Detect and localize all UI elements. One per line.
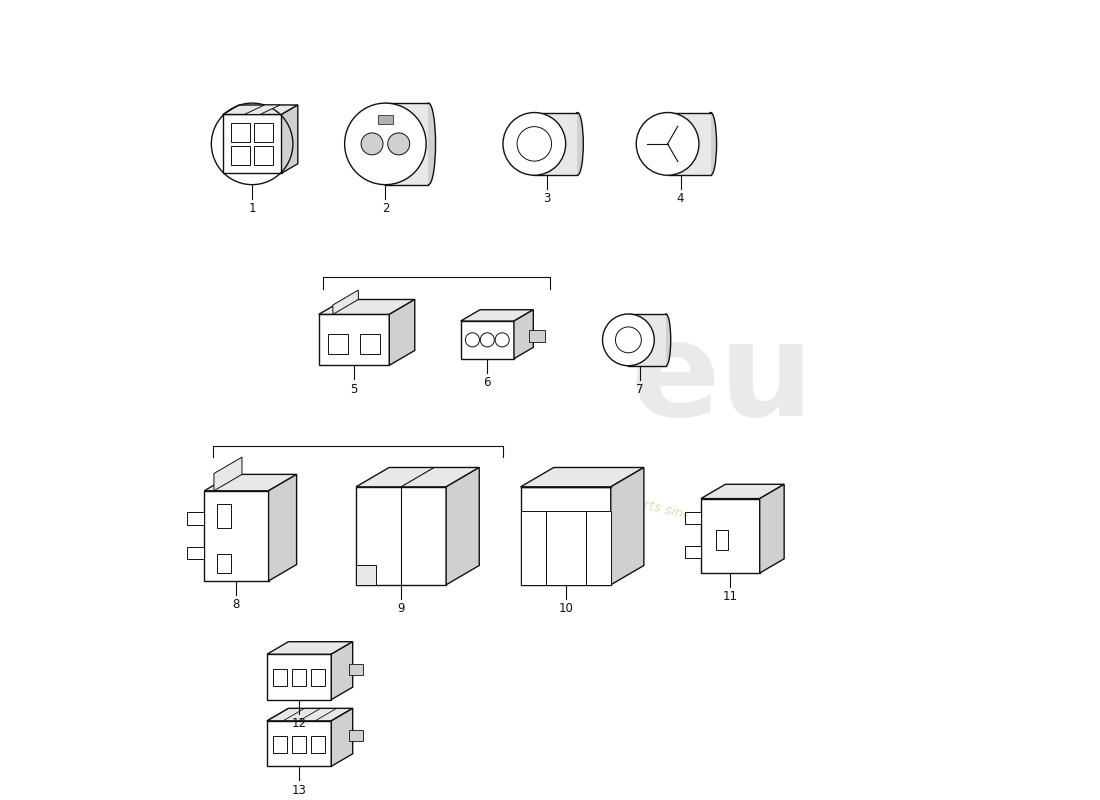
Polygon shape xyxy=(514,310,534,358)
Bar xyxy=(385,103,429,185)
Text: 6: 6 xyxy=(484,376,491,389)
Polygon shape xyxy=(267,654,331,700)
Polygon shape xyxy=(331,642,353,700)
Bar xyxy=(628,314,666,366)
Polygon shape xyxy=(267,642,353,654)
Polygon shape xyxy=(319,314,389,366)
Bar xyxy=(254,146,273,165)
Polygon shape xyxy=(389,299,415,366)
Text: 10: 10 xyxy=(558,602,573,615)
Polygon shape xyxy=(213,457,242,490)
Text: 13: 13 xyxy=(292,783,307,797)
Bar xyxy=(349,664,363,674)
Polygon shape xyxy=(222,105,298,114)
Bar xyxy=(187,547,205,559)
Polygon shape xyxy=(356,566,375,585)
Polygon shape xyxy=(356,487,447,585)
Circle shape xyxy=(344,103,426,185)
Polygon shape xyxy=(701,498,760,573)
Bar xyxy=(685,546,701,558)
Bar xyxy=(716,530,728,550)
Polygon shape xyxy=(267,708,353,721)
Bar xyxy=(529,330,546,342)
Bar xyxy=(273,736,287,753)
Bar xyxy=(231,122,250,142)
Polygon shape xyxy=(319,299,415,314)
Bar xyxy=(585,511,611,585)
Polygon shape xyxy=(447,467,480,585)
Circle shape xyxy=(503,113,565,175)
Text: 9: 9 xyxy=(397,602,405,615)
Polygon shape xyxy=(331,708,353,766)
Ellipse shape xyxy=(572,113,583,175)
Polygon shape xyxy=(268,474,297,581)
Polygon shape xyxy=(333,290,359,314)
Bar xyxy=(254,122,273,142)
Polygon shape xyxy=(282,105,298,174)
Ellipse shape xyxy=(661,314,671,366)
Polygon shape xyxy=(760,484,784,573)
Text: passion for parts since 1985: passion for parts since 1985 xyxy=(551,475,737,534)
Text: 2: 2 xyxy=(382,202,389,215)
Bar xyxy=(311,736,324,753)
Bar xyxy=(328,334,348,354)
Bar xyxy=(546,511,585,585)
Circle shape xyxy=(636,113,698,175)
Bar xyxy=(187,512,205,525)
Circle shape xyxy=(517,126,551,161)
Text: 3: 3 xyxy=(543,193,551,206)
Circle shape xyxy=(603,314,654,366)
Polygon shape xyxy=(610,467,643,585)
Circle shape xyxy=(387,133,409,155)
Text: 7: 7 xyxy=(636,383,644,396)
Polygon shape xyxy=(701,484,784,498)
Polygon shape xyxy=(356,467,480,487)
Text: 12: 12 xyxy=(292,717,307,730)
Polygon shape xyxy=(461,310,534,321)
Ellipse shape xyxy=(705,113,716,175)
Bar xyxy=(311,669,324,686)
Circle shape xyxy=(616,327,641,353)
Circle shape xyxy=(495,333,509,347)
Circle shape xyxy=(361,133,383,155)
Bar xyxy=(685,512,701,524)
Circle shape xyxy=(481,333,494,347)
Polygon shape xyxy=(461,321,514,358)
Bar xyxy=(217,505,231,528)
Polygon shape xyxy=(520,487,610,585)
Polygon shape xyxy=(205,474,297,490)
Bar xyxy=(377,115,393,124)
Text: 11: 11 xyxy=(723,590,738,603)
Bar xyxy=(217,554,231,574)
Ellipse shape xyxy=(421,103,436,185)
Polygon shape xyxy=(205,490,268,581)
Bar xyxy=(520,511,546,585)
Polygon shape xyxy=(244,105,280,114)
Bar xyxy=(273,669,287,686)
Bar xyxy=(535,113,578,175)
Text: 5: 5 xyxy=(350,382,358,395)
Bar xyxy=(293,736,306,753)
Text: eu: eu xyxy=(630,315,814,442)
Text: 4: 4 xyxy=(676,193,684,206)
Bar xyxy=(349,730,363,742)
Bar xyxy=(293,669,306,686)
Bar xyxy=(361,334,379,354)
Polygon shape xyxy=(520,467,644,487)
Bar xyxy=(231,146,250,165)
Polygon shape xyxy=(222,114,282,174)
Text: 1: 1 xyxy=(249,202,256,215)
Text: 8: 8 xyxy=(233,598,240,611)
Polygon shape xyxy=(267,721,331,766)
Bar xyxy=(668,113,711,175)
Circle shape xyxy=(465,333,480,347)
